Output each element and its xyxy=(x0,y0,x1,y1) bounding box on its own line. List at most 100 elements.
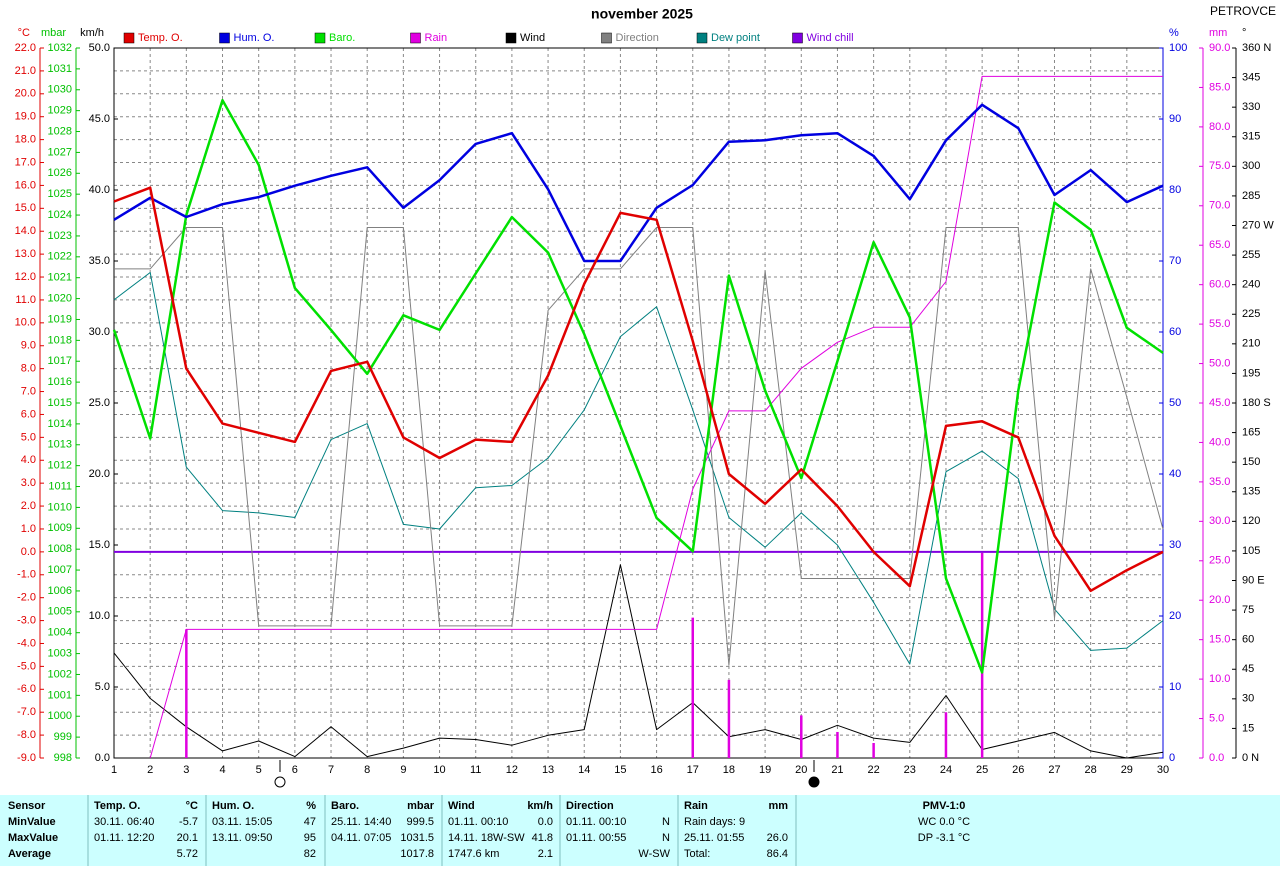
axis-title: km/h xyxy=(80,27,104,39)
x-tick-label: 3 xyxy=(183,764,189,776)
y-tick-label: 8.0 xyxy=(21,363,36,375)
x-tick-label: 27 xyxy=(1048,764,1060,776)
y-tick-label: 1005 xyxy=(48,606,72,618)
y-tick-label: 1032 xyxy=(48,42,72,54)
y-tick-label: -3.0 xyxy=(17,614,36,626)
y-tick-label: 1019 xyxy=(48,313,72,325)
table-cell: -5.7 xyxy=(179,816,198,828)
y-tick-label: 1029 xyxy=(48,105,72,117)
y-tick-label: 1026 xyxy=(48,167,72,179)
y-tick-label: 270 W xyxy=(1242,219,1274,231)
y-tick-label: 90.0 xyxy=(1209,42,1230,54)
x-tick-label: 13 xyxy=(542,764,554,776)
y-tick-label: 55.0 xyxy=(1209,318,1230,330)
legend-label: Direction xyxy=(616,32,659,44)
y-tick-label: 1013 xyxy=(48,439,72,451)
y-tick-label: 1018 xyxy=(48,334,72,346)
y-tick-label: 15 xyxy=(1242,722,1254,734)
y-tick-label: 45 xyxy=(1242,663,1254,675)
table-cell: Total: xyxy=(684,848,710,860)
y-tick-label: 1021 xyxy=(48,272,72,284)
y-tick-label: 1006 xyxy=(48,585,72,597)
y-tick-label: 40.0 xyxy=(89,184,110,196)
y-tick-label: 1031 xyxy=(48,63,72,75)
table-cell: 01.11. 12:20 xyxy=(94,832,154,844)
y-tick-label: 105 xyxy=(1242,545,1260,557)
y-tick-label: 85.0 xyxy=(1209,81,1230,93)
y-tick-label: 285 xyxy=(1242,190,1260,202)
table-cell: 26.0 xyxy=(767,832,788,844)
y-tick-label: 14.0 xyxy=(15,225,36,237)
summary-panel xyxy=(0,795,1280,866)
y-tick-label: 5.0 xyxy=(21,431,36,443)
x-tick-label: 19 xyxy=(759,764,771,776)
table-cell: 82 xyxy=(304,848,316,860)
y-tick-label: 40.0 xyxy=(1209,436,1230,448)
x-tick-label: 30 xyxy=(1157,764,1169,776)
y-tick-label: 75.0 xyxy=(1209,160,1230,172)
y-tick-label: 165 xyxy=(1242,426,1260,438)
axis-title: mbar xyxy=(41,27,66,39)
x-tick-label: 26 xyxy=(1012,764,1024,776)
y-tick-label: 4.0 xyxy=(21,454,36,466)
legend-label: Wind chill xyxy=(807,32,854,44)
table-cell: 5.72 xyxy=(177,848,198,860)
y-tick-label: 30 xyxy=(1169,539,1181,551)
y-tick-label: 225 xyxy=(1242,308,1260,320)
full-moon-icon xyxy=(274,776,286,788)
table-cell: 04.11. 07:05 xyxy=(331,832,391,844)
y-tick-label: 120 xyxy=(1242,515,1260,527)
y-tick-label: -1.0 xyxy=(17,569,36,581)
y-tick-label: 2.0 xyxy=(21,500,36,512)
x-tick-label: 15 xyxy=(614,764,626,776)
y-tick-label: 1001 xyxy=(48,689,72,701)
table-cell: 30.11. 06:40 xyxy=(94,816,154,828)
table-header: Hum. O. xyxy=(212,800,254,812)
legend-swatch xyxy=(123,32,135,44)
x-tick-label: 29 xyxy=(1121,764,1133,776)
y-tick-label: 45.0 xyxy=(1209,397,1230,409)
y-tick-label: 21.0 xyxy=(15,65,36,77)
legend-swatch xyxy=(792,32,803,44)
x-tick-label: 25 xyxy=(976,764,988,776)
y-tick-label: 90 E xyxy=(1242,574,1265,586)
y-tick-label: 35.0 xyxy=(89,255,110,267)
y-tick-label: 60 xyxy=(1169,326,1181,338)
table-cell: Rain days: 9 xyxy=(684,816,745,828)
table-cell: 95 xyxy=(304,832,316,844)
table-cell: N xyxy=(662,832,670,844)
x-tick-label: 18 xyxy=(723,764,735,776)
y-tick-label: 30.0 xyxy=(89,326,110,338)
y-tick-label: 195 xyxy=(1242,367,1260,379)
y-tick-label: 35.0 xyxy=(1209,476,1230,488)
y-tick-label: 1025 xyxy=(48,188,72,200)
x-tick-label: 10 xyxy=(433,764,445,776)
table-cell: 86.4 xyxy=(767,848,788,860)
y-tick-label: 20.0 xyxy=(89,468,110,480)
series-line xyxy=(113,186,1164,593)
x-tick-label: 28 xyxy=(1085,764,1097,776)
y-tick-label: 20 xyxy=(1169,610,1181,622)
y-tick-label: 30 xyxy=(1242,693,1254,705)
x-tick-label: 5 xyxy=(256,764,262,776)
y-tick-label: 10.0 xyxy=(15,317,36,329)
y-tick-label: 1009 xyxy=(48,522,72,534)
y-tick-label: 60.0 xyxy=(1209,279,1230,291)
table-cell: 01.11. 00:55 xyxy=(566,832,626,844)
y-tick-label: 1024 xyxy=(48,209,72,221)
series-line xyxy=(113,564,1164,759)
y-tick-label: 11.0 xyxy=(15,294,36,306)
table-header: PMV-1:0 xyxy=(923,800,966,812)
x-tick-label: 7 xyxy=(328,764,334,776)
table-cell: DP -3.1 °C xyxy=(918,832,971,844)
y-tick-label: 10.0 xyxy=(1209,673,1230,685)
table-cell: W-SW xyxy=(638,848,670,860)
y-tick-label: 0.0 xyxy=(1209,752,1224,764)
y-tick-label: 1020 xyxy=(48,292,72,304)
table-cell: 1031.5 xyxy=(400,832,434,844)
series-line xyxy=(114,227,1164,666)
table-cell: WC 0.0 °C xyxy=(918,816,970,828)
y-tick-label: -6.0 xyxy=(17,683,36,695)
